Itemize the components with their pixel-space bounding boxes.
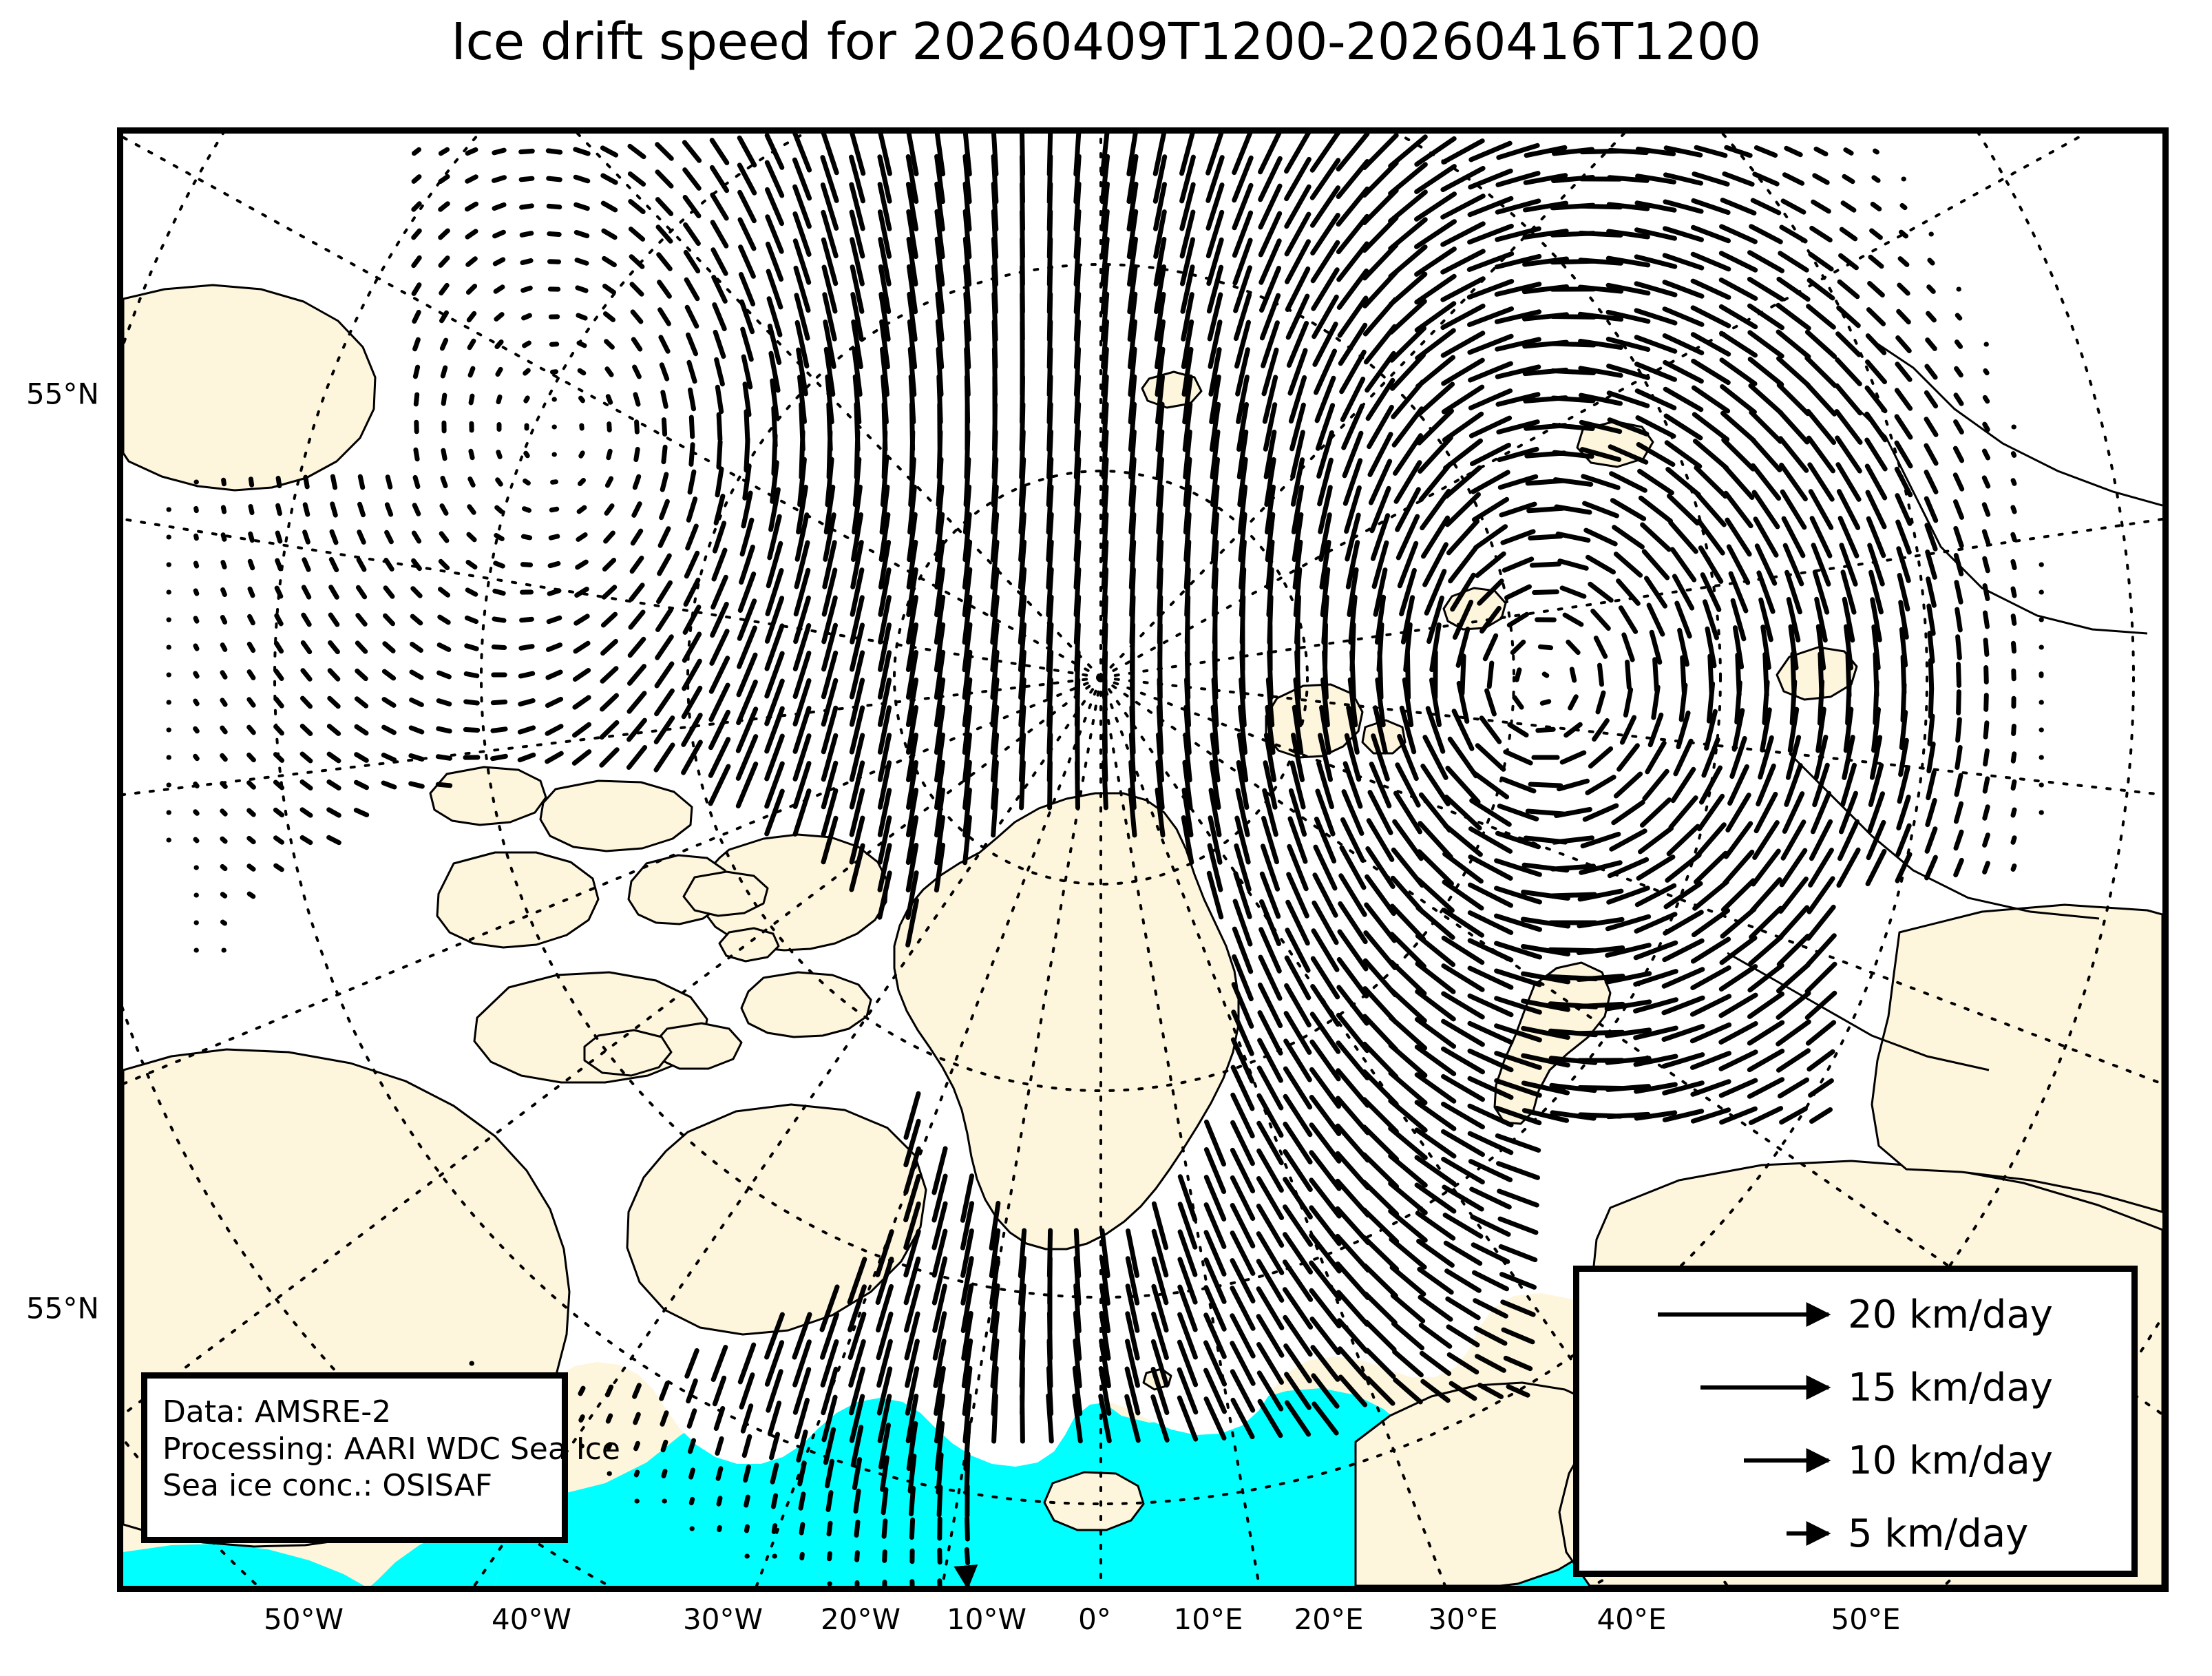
greenland [893,792,1240,1250]
lon-tick-label: 40°W [492,1602,571,1636]
prince-of-wales-island [583,1029,673,1077]
vector-scale-legend: 20 km/day 15 km/day 10 km/day 5 km/day [1573,1266,2138,1577]
lon-tick-label: 30°W [683,1602,763,1636]
ice-drift-vector-field [166,134,2044,1586]
page-title: Ice drift speed for 20260409T1200-202604… [451,12,1761,72]
map-canvas [123,134,2162,1586]
iceland [1043,1471,1145,1531]
russia-north-block [1871,903,2162,1213]
lat-tick-label: 55°N [26,1291,99,1326]
legend-row: 15 km/day [1579,1353,2131,1422]
legend-label: 20 km/day [1848,1292,2053,1337]
legend-label: 10 km/day [1848,1438,2053,1483]
baffin-island [626,1103,927,1336]
legend-arrow-icon [1579,1499,1848,1568]
lat-tick-label: 55°N [26,377,99,411]
devon-island [740,971,872,1038]
data-source-box: Data: AMSRE-2 Processing: AARI WDC Sea I… [141,1372,621,1543]
lon-tick-label: 20°E [1294,1602,1364,1636]
lon-tick-label: 30°E [1428,1602,1498,1636]
legend-arrow-icon [1579,1426,1848,1495]
drift-arrows [166,134,2044,1586]
lon-tick-label: 50°E [1831,1602,1901,1636]
legend-row: 20 km/day [1579,1280,2131,1349]
legend-arrow-icon [1579,1353,1848,1422]
lon-tick-label: 10°E [1173,1602,1243,1636]
map-frame [117,127,2169,1592]
lon-tick-label: 50°W [264,1602,344,1636]
alaska [123,284,377,492]
info-line-conc: Sea ice conc.: OSISAF [162,1468,493,1504]
cornwallis-island [718,927,780,963]
prince-patrick-island [429,766,547,826]
lon-tick-label: 20°W [821,1602,900,1636]
bathurst-island [682,870,769,917]
legend-label: 5 km/day [1848,1511,2029,1556]
legend-label: 15 km/day [1848,1365,2053,1410]
banks-island [436,851,600,949]
lon-tick-label: 0° [1078,1602,1111,1636]
legend-arrow-icon [1579,1280,1848,1349]
info-line-data: Data: AMSRE-2 [162,1394,392,1429]
lon-tick-label: 40°E [1597,1602,1667,1636]
parallels [123,134,2162,1586]
legend-row: 5 km/day [1579,1499,2131,1568]
melville-island [539,779,693,852]
info-line-processing: Processing: AARI WDC Sea Ice [162,1431,621,1467]
legend-row: 10 km/day [1579,1426,2131,1495]
lon-tick-label: 10°W [947,1602,1026,1636]
